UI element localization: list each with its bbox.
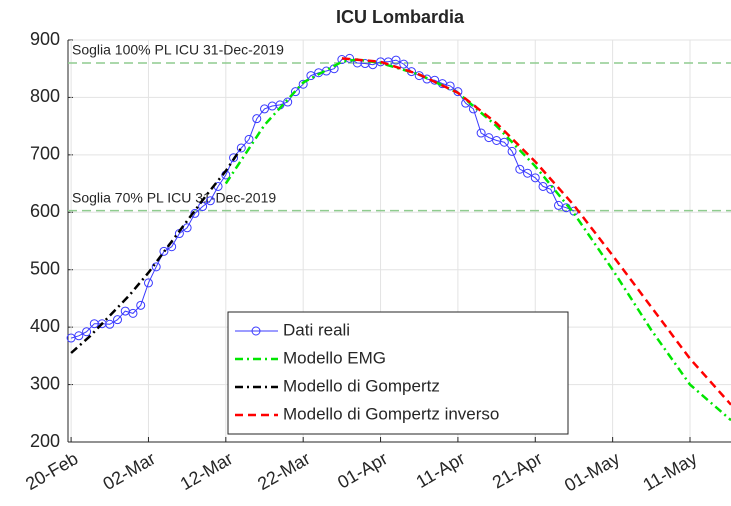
data-point [143, 278, 153, 288]
data-point [391, 55, 401, 65]
x-tick-label: 20-Feb [22, 448, 81, 494]
legend-label: Dati reali [283, 320, 350, 339]
data-point [151, 262, 161, 272]
x-tick-label: 01-May [561, 448, 623, 495]
legend: Dati reali Modello EMG Modello di Gompertz… [227, 311, 569, 435]
data-point [198, 202, 208, 212]
threshold-label: Soglia 100% PL ICU 31-Dec-2019 [72, 42, 284, 58]
data-point [290, 87, 300, 97]
data-point [538, 181, 548, 191]
data-point [74, 331, 84, 341]
x-tick-label: 11-Apr [413, 448, 469, 492]
legend-box [227, 311, 569, 435]
legend-label: Modello di Gompertz inverso [283, 404, 499, 423]
data-point [236, 143, 246, 153]
threshold-label: Soglia 70% PL ICU 31-Dec-2019 [72, 189, 276, 205]
data-point [244, 134, 254, 144]
series-line [341, 57, 731, 406]
y-tick-label: 300 [30, 373, 60, 393]
data-point [205, 196, 215, 206]
data-point [515, 164, 525, 174]
y-tick-label: 500 [30, 258, 60, 278]
y-tick-label: 700 [30, 144, 60, 164]
x-tick-label: 01-Apr [334, 448, 391, 492]
data-point [128, 308, 138, 318]
x-tick-label: 22-Mar [254, 448, 313, 494]
data-point [399, 59, 409, 69]
data-point [252, 114, 262, 124]
data-point [159, 246, 169, 256]
data-point [476, 128, 486, 138]
data-point [523, 168, 533, 178]
data-point [546, 184, 556, 194]
x-tick-label: 21-Apr [489, 448, 546, 492]
y-tick-label: 200 [30, 431, 60, 451]
data-point [283, 97, 293, 107]
y-tick-label: 800 [30, 86, 60, 106]
x-tick-label: 12-Mar [177, 448, 236, 494]
data-point [105, 319, 115, 329]
data-point [298, 79, 308, 89]
legend-marker [251, 326, 261, 336]
data-point [136, 300, 146, 310]
data-point [260, 104, 270, 114]
legend-label: Modello EMG [283, 348, 386, 367]
data-point [507, 146, 517, 156]
series-line [70, 147, 243, 354]
chart-title: ICU Lombardia [336, 7, 465, 27]
x-tick-label: 02-Mar [99, 448, 158, 494]
y-tick-label: 400 [30, 316, 60, 336]
data-point [82, 327, 92, 337]
legend-label: Modello di Gompertz [283, 376, 440, 395]
data-point [190, 208, 200, 218]
data-point [484, 133, 494, 143]
data-point [229, 153, 239, 163]
data-point [530, 173, 540, 183]
data-point [499, 137, 509, 147]
x-tick-label: 11-May [640, 448, 701, 495]
y-tick-label: 900 [30, 29, 60, 49]
y-tick-label: 600 [30, 201, 60, 221]
data-point [306, 71, 316, 81]
data-point [113, 315, 123, 325]
